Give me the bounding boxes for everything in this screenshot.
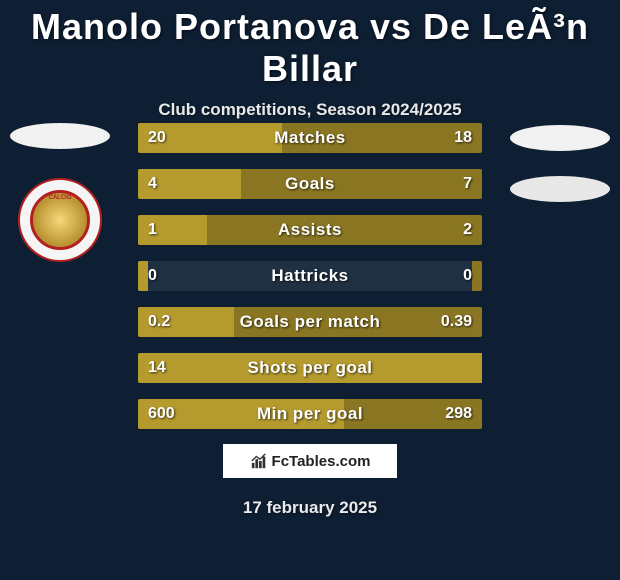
player-right-flag-2 <box>510 176 610 202</box>
player-right-flag-1 <box>510 125 610 151</box>
club-badge-text: CALCIO <box>33 193 87 247</box>
stat-value-left: 1 <box>148 215 157 245</box>
stat-row: Matches20 18 <box>138 123 482 153</box>
stat-value-right: 0 <box>463 261 472 291</box>
stat-row: Goals per match0.2 0.39 <box>138 307 482 337</box>
stat-value-right: 18 <box>454 123 472 153</box>
stat-value-left: 4 <box>148 169 157 199</box>
stat-bars-container: Matches20 18 Goals4 7 Assists1 2 Hattricks0 0 Go… <box>138 123 482 445</box>
stat-label: Goals per match <box>138 307 482 337</box>
player-left-flag <box>10 123 110 149</box>
page-subtitle: Club competitions, Season 2024/2025 <box>0 100 620 120</box>
stat-row: Hattricks0 0 <box>138 261 482 291</box>
stat-label: Hattricks <box>138 261 482 291</box>
stat-value-right: 298 <box>445 399 472 429</box>
stat-row: Shots per goal14 <box>138 353 482 383</box>
stat-value-left: 0.2 <box>148 307 170 337</box>
footer-date: 17 february 2025 <box>0 498 620 518</box>
stat-value-right: 0.39 <box>441 307 472 337</box>
stat-label: Assists <box>138 215 482 245</box>
stat-value-right: 2 <box>463 215 472 245</box>
stat-label: Min per goal <box>138 399 482 429</box>
stat-label: Goals <box>138 169 482 199</box>
stat-label: Matches <box>138 123 482 153</box>
footer-brand-text: FcTables.com <box>272 453 371 470</box>
club-badge: CALCIO <box>18 178 102 262</box>
stat-row: Min per goal600 298 <box>138 399 482 429</box>
stat-value-left: 0 <box>148 261 157 291</box>
stat-row: Goals4 7 <box>138 169 482 199</box>
stat-value-left: 600 <box>148 399 175 429</box>
stat-value-right: 7 <box>463 169 472 199</box>
brand-logo-icon <box>250 452 268 470</box>
page-title: Manolo Portanova vs De LeÃ³n Billar <box>0 0 620 90</box>
stat-row: Assists1 2 <box>138 215 482 245</box>
stat-value-left: 14 <box>148 353 166 383</box>
footer-brand-box[interactable]: FcTables.com <box>223 444 397 478</box>
club-badge-inner: CALCIO <box>30 190 90 250</box>
stat-value-left: 20 <box>148 123 166 153</box>
stat-label: Shots per goal <box>138 353 482 383</box>
